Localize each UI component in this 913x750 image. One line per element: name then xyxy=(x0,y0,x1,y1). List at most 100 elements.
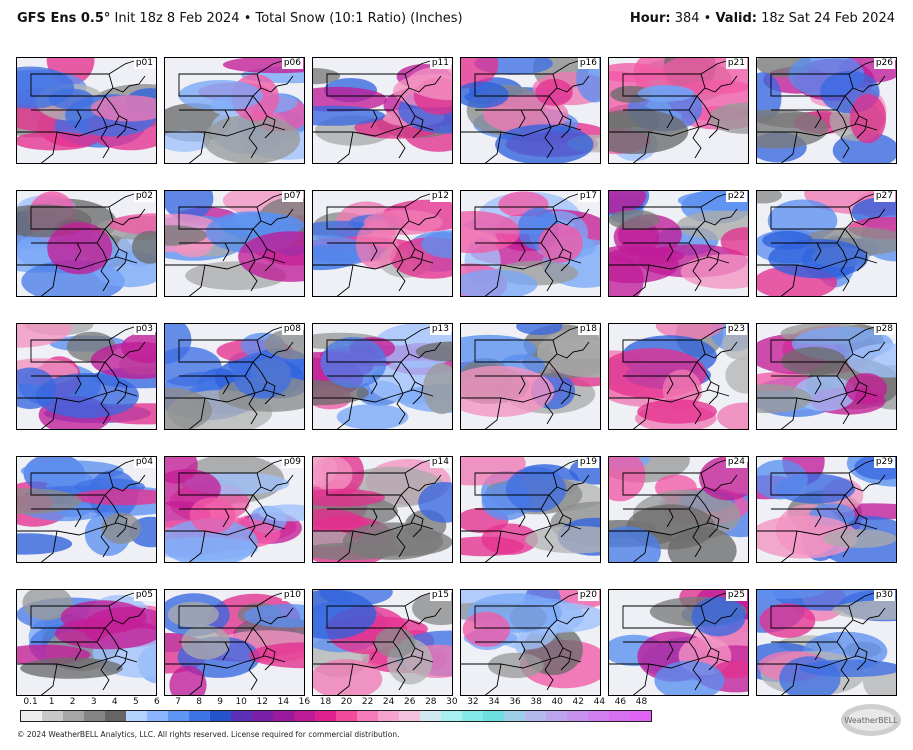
member-label: p27 xyxy=(873,191,895,202)
snowfall-map xyxy=(461,324,600,429)
colorbar-tick-label: 28 xyxy=(425,697,437,707)
ensemble-member-panel: p09 xyxy=(164,456,305,563)
colorbar-tick-label: 2 xyxy=(69,697,76,707)
snowfall-map xyxy=(313,191,452,296)
ensemble-member-panel: p11 xyxy=(312,57,453,164)
map-title: GFS Ens 0.5° Init 18z 8 Feb 2024 • Total… xyxy=(17,11,463,26)
colorbar-swatch xyxy=(273,711,294,721)
ensemble-member-panel: p22 xyxy=(608,190,749,297)
ensemble-member-panel: p10 xyxy=(164,589,305,696)
header: GFS Ens 0.5° Init 18z 8 Feb 2024 • Total… xyxy=(0,0,913,36)
colorbar-swatch xyxy=(546,711,567,721)
snowfall-map xyxy=(165,324,304,429)
member-label: p25 xyxy=(725,590,747,601)
snowfall-map xyxy=(609,457,748,562)
colorbar-swatch xyxy=(294,711,315,721)
snowfall-map xyxy=(17,590,156,695)
ensemble-member-panel: p24 xyxy=(608,456,749,563)
snowfall-map xyxy=(609,191,748,296)
member-label: p24 xyxy=(725,457,747,468)
member-label: p08 xyxy=(281,324,303,335)
snowfall-map xyxy=(461,590,600,695)
colorbar-tick-label: 30 xyxy=(446,697,458,707)
ensemble-member-panel: p15 xyxy=(312,589,453,696)
colorbar-swatch xyxy=(630,711,651,721)
snowfall-map xyxy=(165,590,304,695)
colorbar-swatch xyxy=(378,711,399,721)
colorbar-swatch xyxy=(168,711,189,721)
snowfall-map xyxy=(17,191,156,296)
ensemble-member-panel: p27 xyxy=(756,190,897,297)
ensemble-member-panel: p03 xyxy=(16,323,157,430)
colorbar-swatch xyxy=(84,711,105,721)
member-label: p10 xyxy=(281,590,303,601)
member-label: p17 xyxy=(577,191,599,202)
colorbar-swatch xyxy=(504,711,525,721)
colorbar-tick-label: 42 xyxy=(572,697,584,707)
member-label: p09 xyxy=(281,457,303,468)
colorbar-swatch xyxy=(231,711,252,721)
colorbar-swatch xyxy=(483,711,504,721)
snowfall-map xyxy=(461,457,600,562)
ensemble-member-panel: p16 xyxy=(460,57,601,164)
colorbar-swatch xyxy=(21,711,42,721)
snowfall-map xyxy=(17,324,156,429)
svg-text:WeatherBELL: WeatherBELL xyxy=(844,716,898,725)
colorbar-tick-label: 8 xyxy=(196,697,202,707)
colorbar-swatch xyxy=(399,711,420,721)
member-label: p16 xyxy=(577,58,599,69)
ensemble-member-panel: p28 xyxy=(756,323,897,430)
colorbar-tick-label: 40 xyxy=(551,697,563,707)
colorbar-swatch xyxy=(441,711,462,721)
snowfall-map xyxy=(313,324,452,429)
snowfall-map xyxy=(165,457,304,562)
colorbar-ticks: 0.1 1 2 3 4 5 6 7 8 9 10 12 14 16 18 20 22 24 26 28 30 32 34 36… xyxy=(20,697,652,709)
ensemble-member-panel: p19 xyxy=(460,456,601,563)
snowfall-map xyxy=(313,590,452,695)
colorbar-tick-label: 14 xyxy=(277,697,290,707)
colorbar-tick-label: 9 xyxy=(217,697,223,707)
member-label: p30 xyxy=(873,590,895,601)
member-label: p29 xyxy=(873,457,895,468)
colorbar-swatch xyxy=(105,711,126,721)
colorbar-tick-label: 0.1 xyxy=(23,697,38,707)
colorbar-tick-label: 32 xyxy=(467,697,479,707)
member-label: p02 xyxy=(133,191,155,202)
ensemble-member-panel: p14 xyxy=(312,456,453,563)
ensemble-member-panel: p04 xyxy=(16,456,157,563)
colorbar-tick-label: 20 xyxy=(340,697,353,707)
ensemble-member-panel: p26 xyxy=(756,57,897,164)
colorbar-swatch xyxy=(588,711,609,721)
colorbar-swatch xyxy=(315,711,336,721)
colorbar xyxy=(20,710,652,722)
ensemble-member-panel: p13 xyxy=(312,323,453,430)
snowfall-map xyxy=(757,191,896,296)
colorbar-swatch xyxy=(42,711,63,721)
snowfall-map xyxy=(609,590,748,695)
colorbar-swatch xyxy=(567,711,588,721)
colorbar-swatch xyxy=(609,711,630,721)
colorbar-tick-label: 48 xyxy=(635,697,648,707)
member-label: p01 xyxy=(133,58,155,69)
colorbar-tick-label: 22 xyxy=(361,697,374,707)
ensemble-member-panel: p01 xyxy=(16,57,157,164)
colorbar-swatch xyxy=(147,711,168,721)
ensemble-member-panel: p17 xyxy=(460,190,601,297)
colorbar-swatch xyxy=(126,711,147,721)
colorbar-tick-label: 26 xyxy=(403,697,416,707)
ensemble-panel-grid: p01 p06 p11 p16 p21 p26 p02 p07 p12 p17 p22 p27 p03 p… xyxy=(16,57,897,696)
colorbar-swatch xyxy=(525,711,546,721)
member-label: p23 xyxy=(725,324,747,335)
ensemble-member-panel: p23 xyxy=(608,323,749,430)
snowfall-map xyxy=(17,58,156,163)
snowfall-map xyxy=(165,58,304,163)
ensemble-member-panel: p20 xyxy=(460,589,601,696)
snowfall-map xyxy=(461,58,600,163)
snowfall-map xyxy=(609,324,748,429)
snowfall-map xyxy=(609,58,748,163)
member-label: p07 xyxy=(281,191,303,202)
weatherbell-logo: WeatherBELL xyxy=(838,700,904,740)
colorbar-tick-label: 7 xyxy=(175,697,181,707)
ensemble-member-panel: p12 xyxy=(312,190,453,297)
colorbar-swatch xyxy=(336,711,357,721)
